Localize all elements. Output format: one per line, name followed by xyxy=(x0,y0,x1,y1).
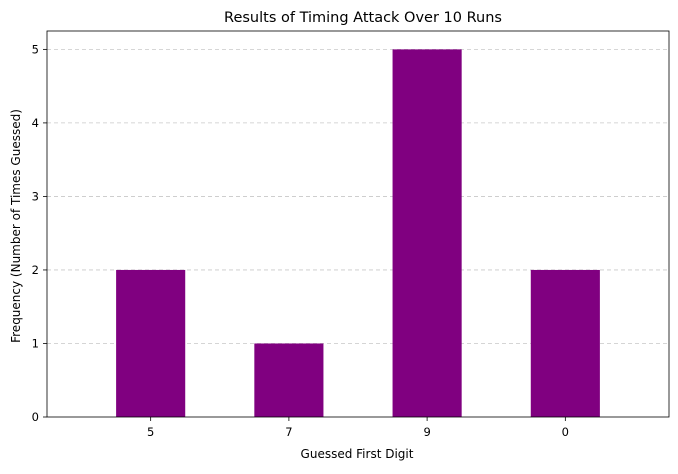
bars xyxy=(116,49,600,417)
chart-title: Results of Timing Attack Over 10 Runs xyxy=(224,10,502,26)
x-ticks: 5 7 9 0 xyxy=(147,417,569,439)
y-axis-label: Frequency (Number of Times Guessed) xyxy=(9,109,23,343)
y-tick-label-2: 2 xyxy=(32,263,39,277)
y-ticks: 0 1 2 3 4 5 xyxy=(32,42,47,424)
bar-7 xyxy=(254,343,324,417)
x-tick-label-0: 0 xyxy=(562,425,569,439)
x-tick-label-9: 9 xyxy=(423,425,430,439)
bar-9 xyxy=(392,49,462,417)
y-tick-label-3: 3 xyxy=(32,189,39,203)
bar-0 xyxy=(530,269,600,417)
plot-frame xyxy=(46,30,670,418)
y-tick-label-4: 4 xyxy=(32,116,39,130)
y-tick-label-5: 5 xyxy=(32,42,39,56)
x-tick-label-7: 7 xyxy=(285,425,292,439)
axes xyxy=(46,30,670,418)
y-tick-label-0: 0 xyxy=(32,410,39,424)
y-tick-label-1: 1 xyxy=(32,336,39,350)
bar-5 xyxy=(116,269,186,417)
x-axis-label: Guessed First Digit xyxy=(301,447,414,461)
x-tick-label-5: 5 xyxy=(147,425,154,439)
